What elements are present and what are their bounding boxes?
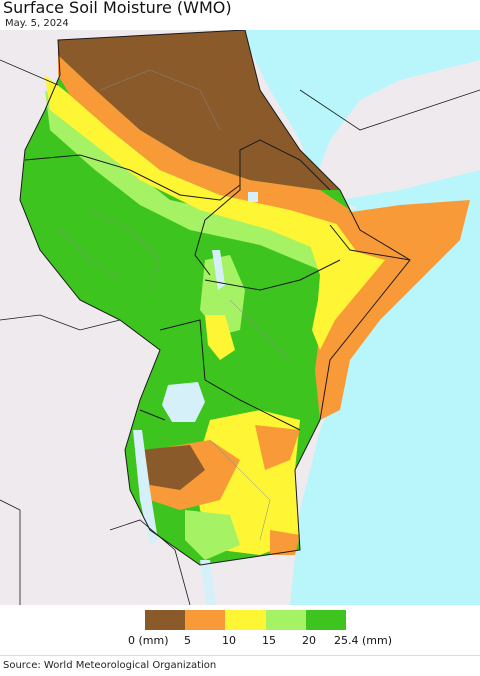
legend-label-2: 10 xyxy=(222,634,236,647)
region-lightgreen-south xyxy=(185,510,240,560)
region-orange-southeast xyxy=(255,425,300,470)
lake-turkana xyxy=(212,250,225,290)
outside-border-3 xyxy=(0,499,21,605)
legend-labels: 0 (mm) 5 10 15 20 25.4 (mm) xyxy=(0,634,480,648)
source-bar: Source: World Meteorological Organizatio… xyxy=(0,655,480,676)
red-sea xyxy=(240,30,480,180)
region-orange-sw xyxy=(270,530,300,555)
legend-color-bar xyxy=(145,610,347,630)
border-kenya-north xyxy=(204,259,341,291)
page-title: Surface Soil Moisture (WMO) xyxy=(3,0,232,17)
legend-label-1: 5 xyxy=(184,634,191,647)
indian-ocean xyxy=(290,200,480,605)
admin-border-5 xyxy=(59,229,121,281)
region-yellow-horn xyxy=(310,245,385,350)
source-text: Source: World Meteorological Organizatio… xyxy=(3,660,217,671)
region-orange-north xyxy=(58,55,350,225)
soil-moisture-map xyxy=(0,30,480,605)
lake-malawi xyxy=(200,560,216,605)
border-ethiopia-somalia xyxy=(329,224,411,261)
legend-label-5: 25.4 (mm) xyxy=(334,634,393,647)
lake-victoria xyxy=(162,382,205,422)
border-kenya-south xyxy=(204,379,301,431)
legend-swatch-2 xyxy=(225,610,266,630)
legend-label-4: 20 xyxy=(302,634,316,647)
outside-border-5 xyxy=(299,89,480,131)
legend-label-3: 15 xyxy=(262,634,276,647)
outside-border-2 xyxy=(0,314,121,331)
lake-tanganyika xyxy=(133,430,158,545)
admin-border-1 xyxy=(99,69,221,131)
border-eritrea xyxy=(239,139,331,191)
legend-label-0: 0 (mm) xyxy=(128,634,169,647)
outside-border-1 xyxy=(0,59,59,86)
admin-border-4 xyxy=(209,439,271,541)
region-yellow-center xyxy=(205,315,235,360)
legend-swatch-4 xyxy=(305,610,347,630)
border-sudan-ssudan xyxy=(24,154,241,201)
outside-border-4 xyxy=(109,519,191,605)
region-brown-north xyxy=(58,30,340,190)
admin-border-2 xyxy=(89,209,161,291)
legend-swatch-0 xyxy=(145,610,186,630)
region-yellow-north xyxy=(45,75,380,280)
border-outline xyxy=(19,30,411,566)
border-ethiopia-west xyxy=(194,150,241,276)
map-date: May. 5, 2024 xyxy=(5,18,69,29)
admin-border-3 xyxy=(229,299,291,361)
lake-tana xyxy=(248,192,258,202)
region-orange-horn xyxy=(315,200,470,420)
border-tanzania-west xyxy=(139,409,166,421)
legend-swatch-3 xyxy=(265,610,306,630)
region-brown-south xyxy=(140,445,205,490)
legend-swatch-1 xyxy=(185,610,226,630)
border-uganda xyxy=(159,319,206,381)
